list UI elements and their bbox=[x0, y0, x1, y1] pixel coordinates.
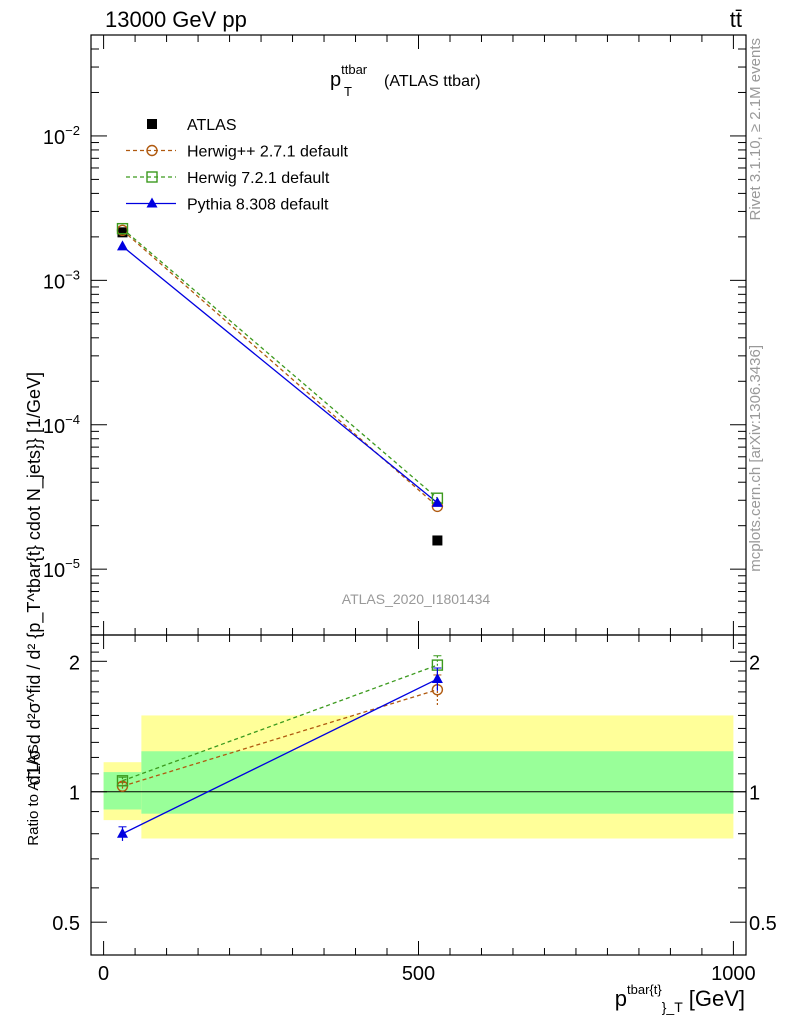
main-line-3 bbox=[122, 245, 438, 504]
tick-labels: 0 500 1000 10−5 10−4 10−3 10−2 0.5 0.5 1 1 2 2 bbox=[43, 123, 777, 985]
legend-marker-3 bbox=[146, 197, 158, 208]
main-ytick-label: 10−3 bbox=[43, 267, 80, 293]
main-ytick-label: 10−5 bbox=[43, 556, 80, 582]
main-point-0-1 bbox=[432, 535, 443, 546]
legend-label-1: Herwig++ 2.7.1 default bbox=[187, 144, 349, 161]
ratio-uncertainty-bands bbox=[91, 715, 746, 839]
main-series-lines bbox=[116, 222, 444, 546]
main-line-2 bbox=[122, 228, 438, 499]
main-ylabel: d1/σ d d²σ^fid / d² {p_T^tbar{t} cdot N_… bbox=[24, 372, 45, 785]
ratio-line-2 bbox=[122, 678, 438, 835]
mcplots-label: mcplots.cern.ch [arXiv:1306.3436] bbox=[747, 345, 764, 572]
legend-marker-0 bbox=[147, 119, 157, 129]
ratio-point-1-0 bbox=[116, 775, 129, 787]
ratio-ytick-label-right: 2 bbox=[749, 652, 760, 674]
main-point-3-0 bbox=[116, 240, 128, 251]
header-left: 13000 GeV pp bbox=[105, 7, 247, 32]
ratio-ytick-label: 0.5 bbox=[52, 913, 80, 935]
ratio-point-2-0 bbox=[116, 827, 128, 838]
x-axis-label: ptbar{t}}_T [GeV] bbox=[615, 982, 745, 1015]
main-point-2-0 bbox=[116, 222, 129, 235]
ratio-ytick-label: 1 bbox=[69, 783, 80, 805]
main-title: pttbar T(ATLAS ttbar) bbox=[330, 62, 481, 99]
main-point-0-0 bbox=[117, 227, 128, 238]
ratio-ytick-label: 2 bbox=[69, 652, 80, 674]
main-point-3-1 bbox=[431, 496, 443, 507]
legend-label-0: ATLAS bbox=[187, 117, 237, 134]
x-tick-label: 0 bbox=[98, 963, 109, 985]
x-tick-label: 500 bbox=[402, 963, 435, 985]
ratio-point-2-1 bbox=[431, 673, 443, 684]
ratio-series-lines bbox=[116, 655, 444, 841]
rivet-label: Rivet 3.1.10, ≥ 2.1M events bbox=[747, 38, 764, 221]
legend-marker-1 bbox=[146, 144, 158, 157]
analysis-watermark: ATLAS_2020_I1801434 bbox=[342, 591, 491, 607]
main-ytick-label: 10−2 bbox=[43, 123, 80, 149]
ratio-ytick-label-right: 1 bbox=[749, 783, 760, 805]
legend-label-2: Herwig 7.2.1 default bbox=[187, 170, 330, 187]
ratio-ytick-label-right: 0.5 bbox=[749, 913, 777, 935]
ratio-ylabel: Ratio to ATLAS bbox=[25, 744, 42, 845]
ratio-line-0 bbox=[122, 689, 438, 787]
legend-marker-2 bbox=[146, 171, 158, 183]
x-tick-label: 1000 bbox=[711, 963, 756, 985]
main-ytick-label: 10−4 bbox=[43, 412, 80, 438]
legend: ATLAS Herwig++ 2.7.1 default Herwig 7.2.1 … bbox=[126, 117, 349, 214]
header-right: tt̄ bbox=[730, 7, 742, 32]
band-inner-1 bbox=[141, 751, 734, 814]
axis-ticks bbox=[91, 34, 746, 955]
legend-label-3: Pythia 8.308 default bbox=[187, 197, 329, 214]
